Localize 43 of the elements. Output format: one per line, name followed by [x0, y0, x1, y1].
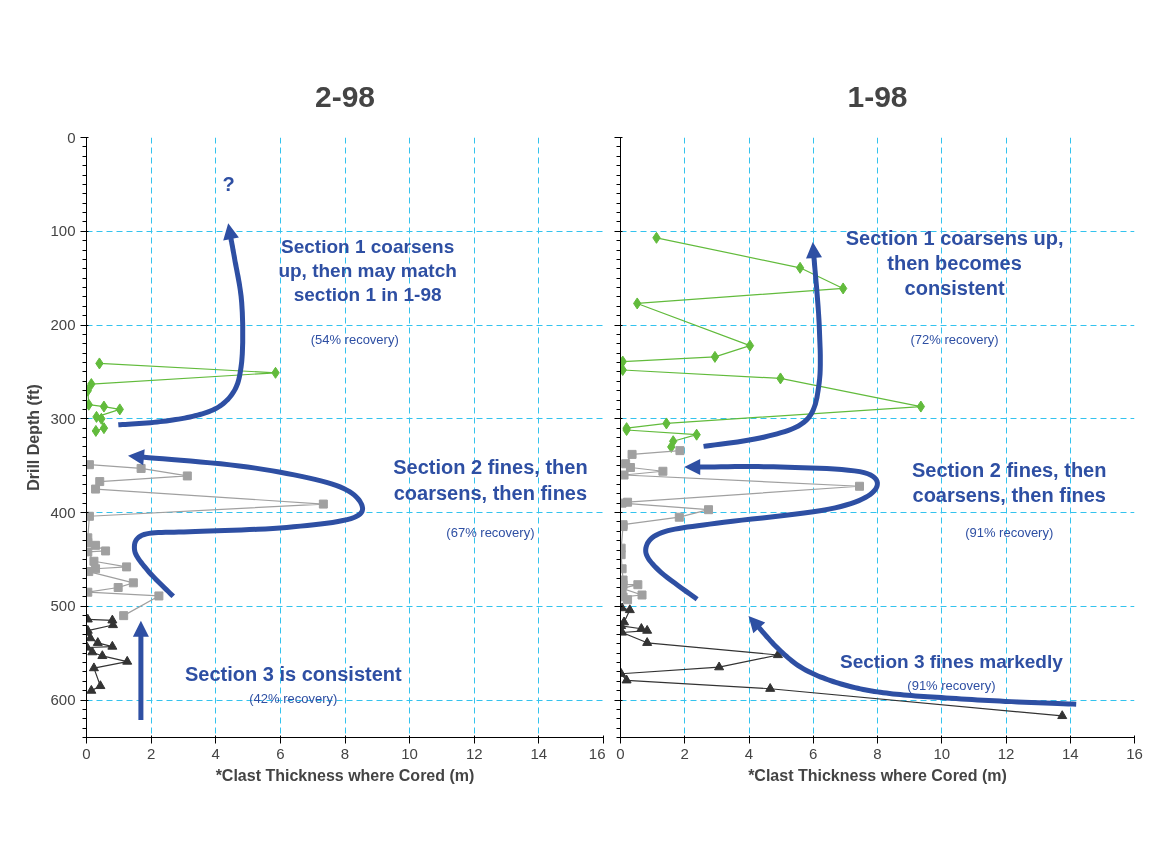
annotation: (72% recovery): [910, 331, 999, 347]
annotation: (54% recovery): [310, 331, 399, 347]
annotation: Section 3 fines markedly: [839, 651, 1064, 673]
y-tick-label: 200: [50, 316, 76, 333]
annotation: (67% recovery): [446, 524, 535, 540]
x-tick-label: 12: [465, 744, 483, 762]
annotation: (91% recovery): [965, 524, 1054, 540]
x-axis-title: *Clast Thickness where Cored (m): [215, 766, 475, 784]
x-tick-label: 2: [680, 744, 689, 762]
x-tick-label: 12: [997, 744, 1015, 762]
x-tick-label: 8: [340, 744, 350, 762]
y-tick-label: 100: [50, 222, 76, 240]
x-axis-title: *Clast Thickness where Cored (m): [748, 766, 1007, 784]
x-tick-label: 10: [933, 744, 951, 762]
y-tick-label: 500: [50, 597, 76, 615]
x-tick-label: 6: [276, 744, 285, 762]
x-tick-label: 8: [873, 744, 882, 762]
annotation: Section 2 fines, then coarsens, then fines: [393, 456, 588, 504]
chart-title: 1-98: [847, 79, 908, 113]
y-tick-label: 400: [50, 503, 76, 521]
annotation: Section 1 coarsens up, then may match section 1 in 1-98: [278, 235, 457, 306]
y-axis-title: Drill Depth (ft): [25, 384, 43, 491]
x-tick-label: 6: [809, 744, 818, 762]
x-tick-label: 2: [146, 744, 156, 762]
chart-title: 2-98: [314, 79, 376, 113]
y-tick-label: 600: [50, 691, 76, 708]
annotation: Section 2 fines, then coarsens, then fines: [911, 459, 1107, 507]
y-tick-label: 300: [50, 409, 76, 427]
x-tick-label: 4: [744, 744, 754, 762]
annotation: (91% recovery): [907, 677, 996, 693]
annotation: (42% recovery): [249, 690, 338, 706]
x-tick-label: 16: [1126, 744, 1143, 762]
x-tick-label: 16: [588, 744, 606, 762]
x-tick-label: 10: [401, 744, 418, 762]
y-tick-label: 0: [67, 128, 76, 146]
x-tick-label: 14: [1061, 744, 1079, 762]
x-tick-label: 4: [211, 744, 220, 762]
annotation: ?: [222, 173, 235, 196]
annotation: Section 1 coarsens up, then becomes consistent: [845, 226, 1064, 300]
x-tick-label: 0: [616, 744, 625, 762]
x-tick-label: 0: [82, 744, 91, 762]
annotation: Section 3 is consistent: [184, 662, 402, 685]
x-tick-label: 14: [530, 744, 548, 762]
